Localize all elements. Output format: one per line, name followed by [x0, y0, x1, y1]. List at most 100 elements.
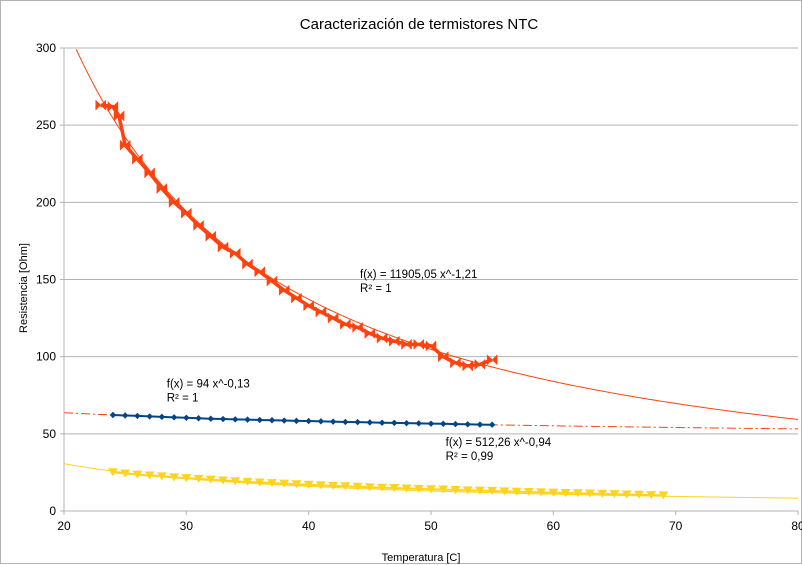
data-point [548, 488, 559, 497]
fit-equation-3: f(x) = 512,26 x^-0,94 [446, 437, 552, 449]
data-point [168, 196, 180, 208]
data-point [183, 414, 190, 421]
series-line-3 [112, 471, 664, 497]
data-point [633, 490, 644, 499]
data-point [511, 487, 522, 496]
data-point [450, 357, 461, 369]
x-tick-label: 40 [302, 519, 316, 533]
x-tick-label: 60 [547, 519, 561, 533]
gridlines [64, 47, 798, 435]
data-point [389, 484, 400, 493]
data-point [254, 478, 265, 487]
data-point [488, 421, 496, 428]
annotations: f(x) = 11905,05 x^-1,21 R² = 1 f(x) = 94 x… [167, 269, 552, 463]
data-point [195, 415, 202, 422]
data-point [328, 481, 339, 490]
data-point [281, 417, 288, 424]
x-tick-label: 70 [669, 519, 683, 533]
data-point [585, 489, 596, 498]
data-point [95, 99, 106, 111]
fit-equation-2: f(x) = 94 x^-0,13 [167, 379, 250, 391]
y-tick-label: 150 [36, 273, 56, 287]
x-axis-label: Temperatura [C] [382, 552, 461, 564]
data-point [181, 474, 192, 483]
data-point [278, 284, 290, 296]
data-point [425, 340, 437, 352]
data-point [572, 489, 583, 498]
data-point [366, 419, 374, 426]
data-point [217, 241, 229, 253]
data-point [474, 486, 485, 495]
data-point [305, 417, 312, 425]
y-tick-label: 300 [36, 41, 56, 55]
data-point [560, 488, 571, 497]
y-tick-label: 250 [36, 118, 56, 132]
data-point [232, 416, 239, 423]
data-point [340, 482, 351, 491]
data-point [462, 486, 473, 495]
data-point [378, 419, 386, 426]
data-point [315, 306, 327, 318]
data-point [342, 418, 349, 426]
data-point [340, 318, 351, 330]
data-point [156, 182, 168, 195]
data-point [315, 481, 326, 490]
data-point [303, 480, 314, 489]
data-point [415, 420, 422, 427]
fit-equation-1: f(x) = 11905,05 x^-1,21 [360, 269, 477, 281]
data-point [499, 487, 510, 496]
data-point [169, 473, 180, 482]
data-point [377, 483, 388, 492]
data-point [452, 420, 459, 428]
data-point [144, 471, 155, 480]
data-point [207, 415, 214, 422]
data-point [205, 475, 216, 484]
fit-r-squared-3: R² = 0,99 [446, 451, 494, 463]
data-point [158, 413, 166, 421]
y-tick-label: 200 [36, 195, 56, 209]
data-point [266, 479, 277, 488]
data-point [242, 477, 253, 486]
data-point [391, 419, 398, 427]
trendline-1 [75, 49, 799, 420]
data-point [193, 474, 204, 483]
data-point [450, 486, 461, 495]
series-line-1 [100, 103, 493, 368]
data-point [354, 418, 361, 426]
series-2 [109, 411, 496, 428]
x-tick-label: 30 [180, 519, 194, 533]
data-point [113, 110, 125, 122]
data-point [132, 153, 143, 165]
data-point [134, 412, 141, 420]
data-point [242, 258, 253, 270]
data-point [256, 416, 263, 424]
data-point [121, 412, 129, 419]
data-point [120, 469, 131, 478]
data-point [609, 490, 620, 499]
data-point [476, 421, 484, 428]
data-point [413, 338, 425, 350]
data-point [317, 418, 325, 425]
data-point [170, 414, 178, 421]
chart-title: Caracterización de termistores NTC [300, 16, 539, 33]
data-point [230, 477, 241, 486]
data-point [107, 101, 119, 113]
data-point [107, 468, 118, 477]
data-point [364, 483, 375, 492]
data-point [658, 491, 669, 500]
x-tick-label: 20 [57, 519, 71, 533]
data-point [266, 275, 278, 287]
data-point [389, 335, 400, 347]
data-point [268, 417, 276, 424]
data-point [119, 139, 131, 151]
data-point [523, 488, 534, 497]
data-point [364, 327, 376, 340]
data-point [440, 420, 447, 428]
data-point [487, 486, 498, 495]
data-point [437, 351, 449, 363]
data-point [464, 421, 471, 428]
data-point [401, 338, 412, 350]
data-point [156, 472, 167, 481]
